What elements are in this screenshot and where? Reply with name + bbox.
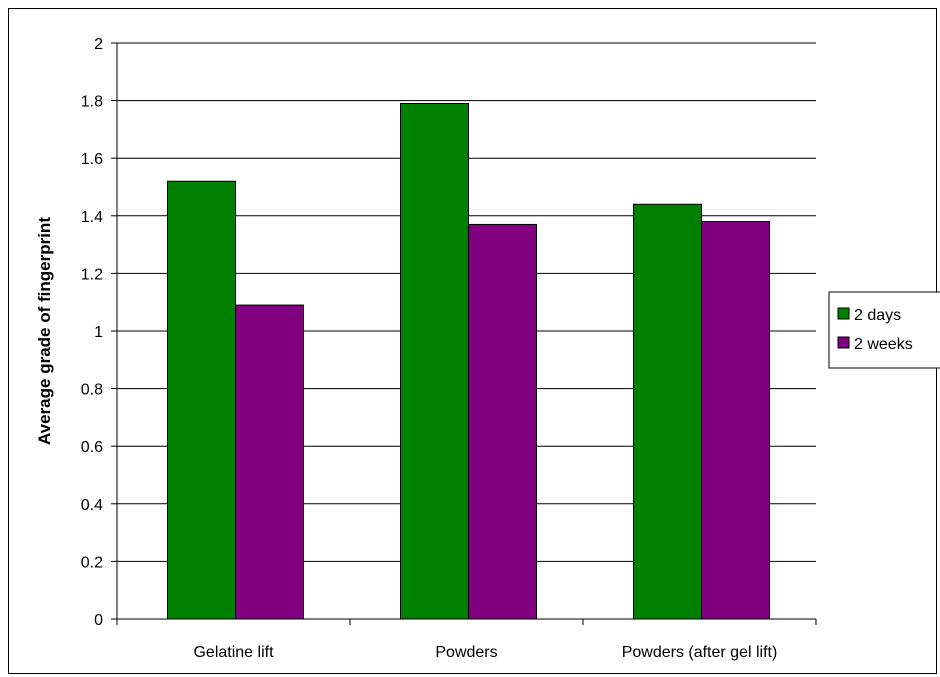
bar-2-days-2 — [633, 203, 702, 620]
y-tick-label: 0.2 — [81, 554, 103, 571]
legend-swatch-1 — [837, 336, 850, 349]
y-tick-label: 1.2 — [81, 266, 103, 283]
y-tick-label: 0.8 — [81, 382, 103, 399]
bar-2-days-0 — [167, 180, 236, 620]
y-tick-label: 0.4 — [81, 497, 103, 514]
y-tick-label: 1.8 — [81, 94, 103, 111]
legend-label-0: 2 days — [854, 307, 901, 324]
bar-2-weeks-2 — [701, 221, 770, 620]
bars — [167, 102, 770, 620]
y-tick-label: 2 — [94, 36, 103, 53]
x-tick-label: Powders (after gel lift) — [622, 644, 778, 661]
y-tick-label: 1.6 — [81, 151, 103, 168]
x-tick-label: Powders — [435, 644, 497, 661]
y-tick-label: 1.4 — [81, 209, 103, 226]
legend-box — [828, 291, 940, 369]
bar-2-weeks-1 — [468, 223, 537, 620]
legend-label-1: 2 weeks — [854, 336, 913, 353]
y-tick-label: 0.6 — [81, 439, 103, 456]
bar-2-days-1 — [400, 102, 469, 620]
x-tick-label: Gelatine lift — [193, 644, 274, 661]
y-tick-label: 1 — [94, 324, 103, 341]
axes: 0 0.2 0.4 0.6 0.8 1 1.2 1.4 1.6 1.8 2 Gelatine lift… — [81, 36, 817, 661]
legend: 2 days 2 weeks — [828, 291, 940, 369]
y-tick-label: 0 — [94, 612, 103, 629]
bar-2-weeks-0 — [235, 304, 304, 620]
legend-swatch-0 — [837, 307, 850, 320]
y-axis-title: Average grade of fingerprint — [35, 217, 54, 445]
